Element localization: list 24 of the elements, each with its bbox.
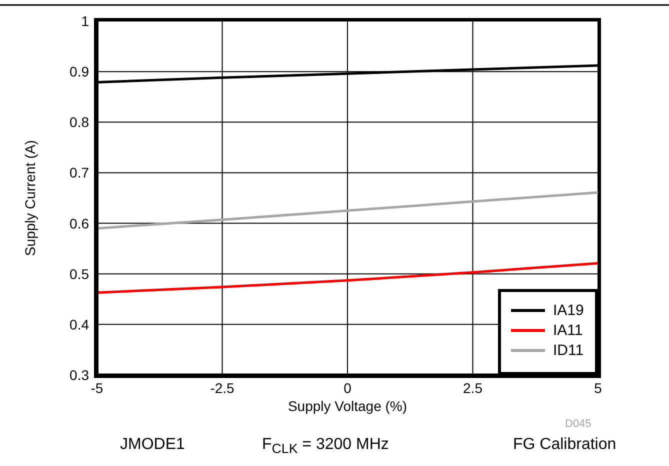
x-tick-label: 2.5	[463, 380, 483, 396]
y-tick-label: 0.9	[70, 64, 90, 80]
text: D045	[565, 418, 592, 430]
y-tick-label: 0.5	[70, 266, 90, 282]
y-tick-label: 1	[81, 12, 90, 29]
y-axis-title: Supply Current (A)	[22, 140, 38, 256]
y-tick-label: 0.4	[70, 316, 90, 332]
y-tick-label: 0.7	[70, 164, 90, 181]
text: JMODE1	[120, 436, 185, 454]
x-tick-label: 0	[344, 380, 352, 396]
line-series	[97, 262, 598, 294]
legend-label: ID11	[553, 342, 584, 358]
legend-label: IA11	[553, 322, 583, 338]
x-tick-label: 5	[594, 380, 602, 396]
text: F$_{CLK}$ = 3200 MHz	[262, 436, 389, 456]
x-tick-label: -2.5	[210, 380, 235, 396]
x-axis-title: Supply Voltage (%)	[288, 398, 408, 414]
line-series	[97, 191, 598, 230]
y-tick-label: 0.6	[70, 215, 90, 232]
text: FG Calibration	[513, 436, 616, 454]
y-tick-label: 0.8	[70, 114, 90, 130]
x-tick-label: -5	[90, 380, 104, 396]
y-tick-label: 0.3	[70, 366, 90, 383]
legend-label: IA19	[553, 302, 584, 318]
